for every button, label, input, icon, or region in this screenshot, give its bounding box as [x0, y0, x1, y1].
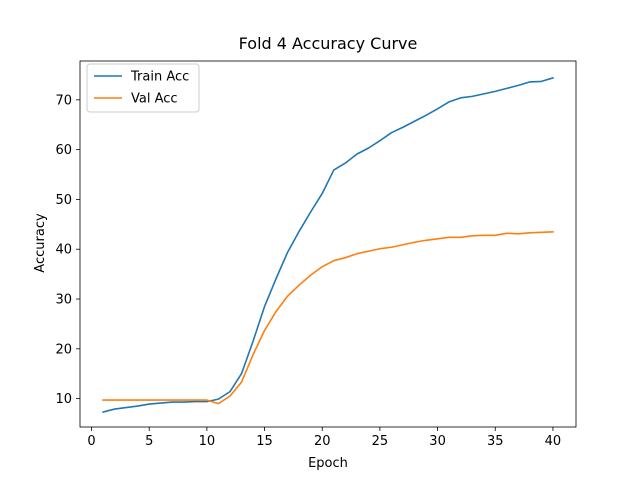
x-tick-label: 15 — [256, 434, 273, 449]
x-axis-label: Epoch — [308, 456, 348, 471]
plot-area — [102, 76, 554, 414]
y-axis-label: Accuracy — [33, 213, 48, 273]
y-tick-label: 10 — [55, 392, 72, 407]
y-tick-label: 20 — [55, 342, 72, 357]
y-tick-label: 70 — [55, 93, 72, 108]
legend-label-val-acc: Val Acc — [131, 92, 178, 107]
x-tick-label: 25 — [372, 434, 389, 449]
x-tick-label: 40 — [545, 434, 562, 449]
legend: Train Acc Val Acc — [86, 63, 200, 113]
x-tick-label: 10 — [199, 434, 216, 449]
series-line-val-acc — [102, 230, 554, 405]
y-tick-label: 60 — [55, 143, 72, 158]
x-tick-label: 20 — [314, 434, 331, 449]
x-tick-label: 35 — [487, 434, 504, 449]
chart-title: Fold 4 Accuracy Curve — [239, 34, 418, 53]
series-line-train-acc — [102, 76, 554, 414]
x-tick-label: 5 — [145, 434, 153, 449]
y-tick-label: 40 — [55, 243, 72, 258]
x-axis-ticks: 0 5 10 15 20 25 30 35 40 — [87, 427, 561, 449]
legend-label-train-acc: Train Acc — [130, 70, 189, 85]
y-tick-label: 50 — [55, 193, 72, 208]
y-tick-label: 30 — [55, 293, 72, 308]
x-tick-label: 30 — [429, 434, 446, 449]
x-tick-label: 0 — [87, 434, 95, 449]
y-axis-ticks: 10 20 30 40 50 60 70 — [55, 93, 80, 407]
axes-frame — [79, 60, 577, 428]
